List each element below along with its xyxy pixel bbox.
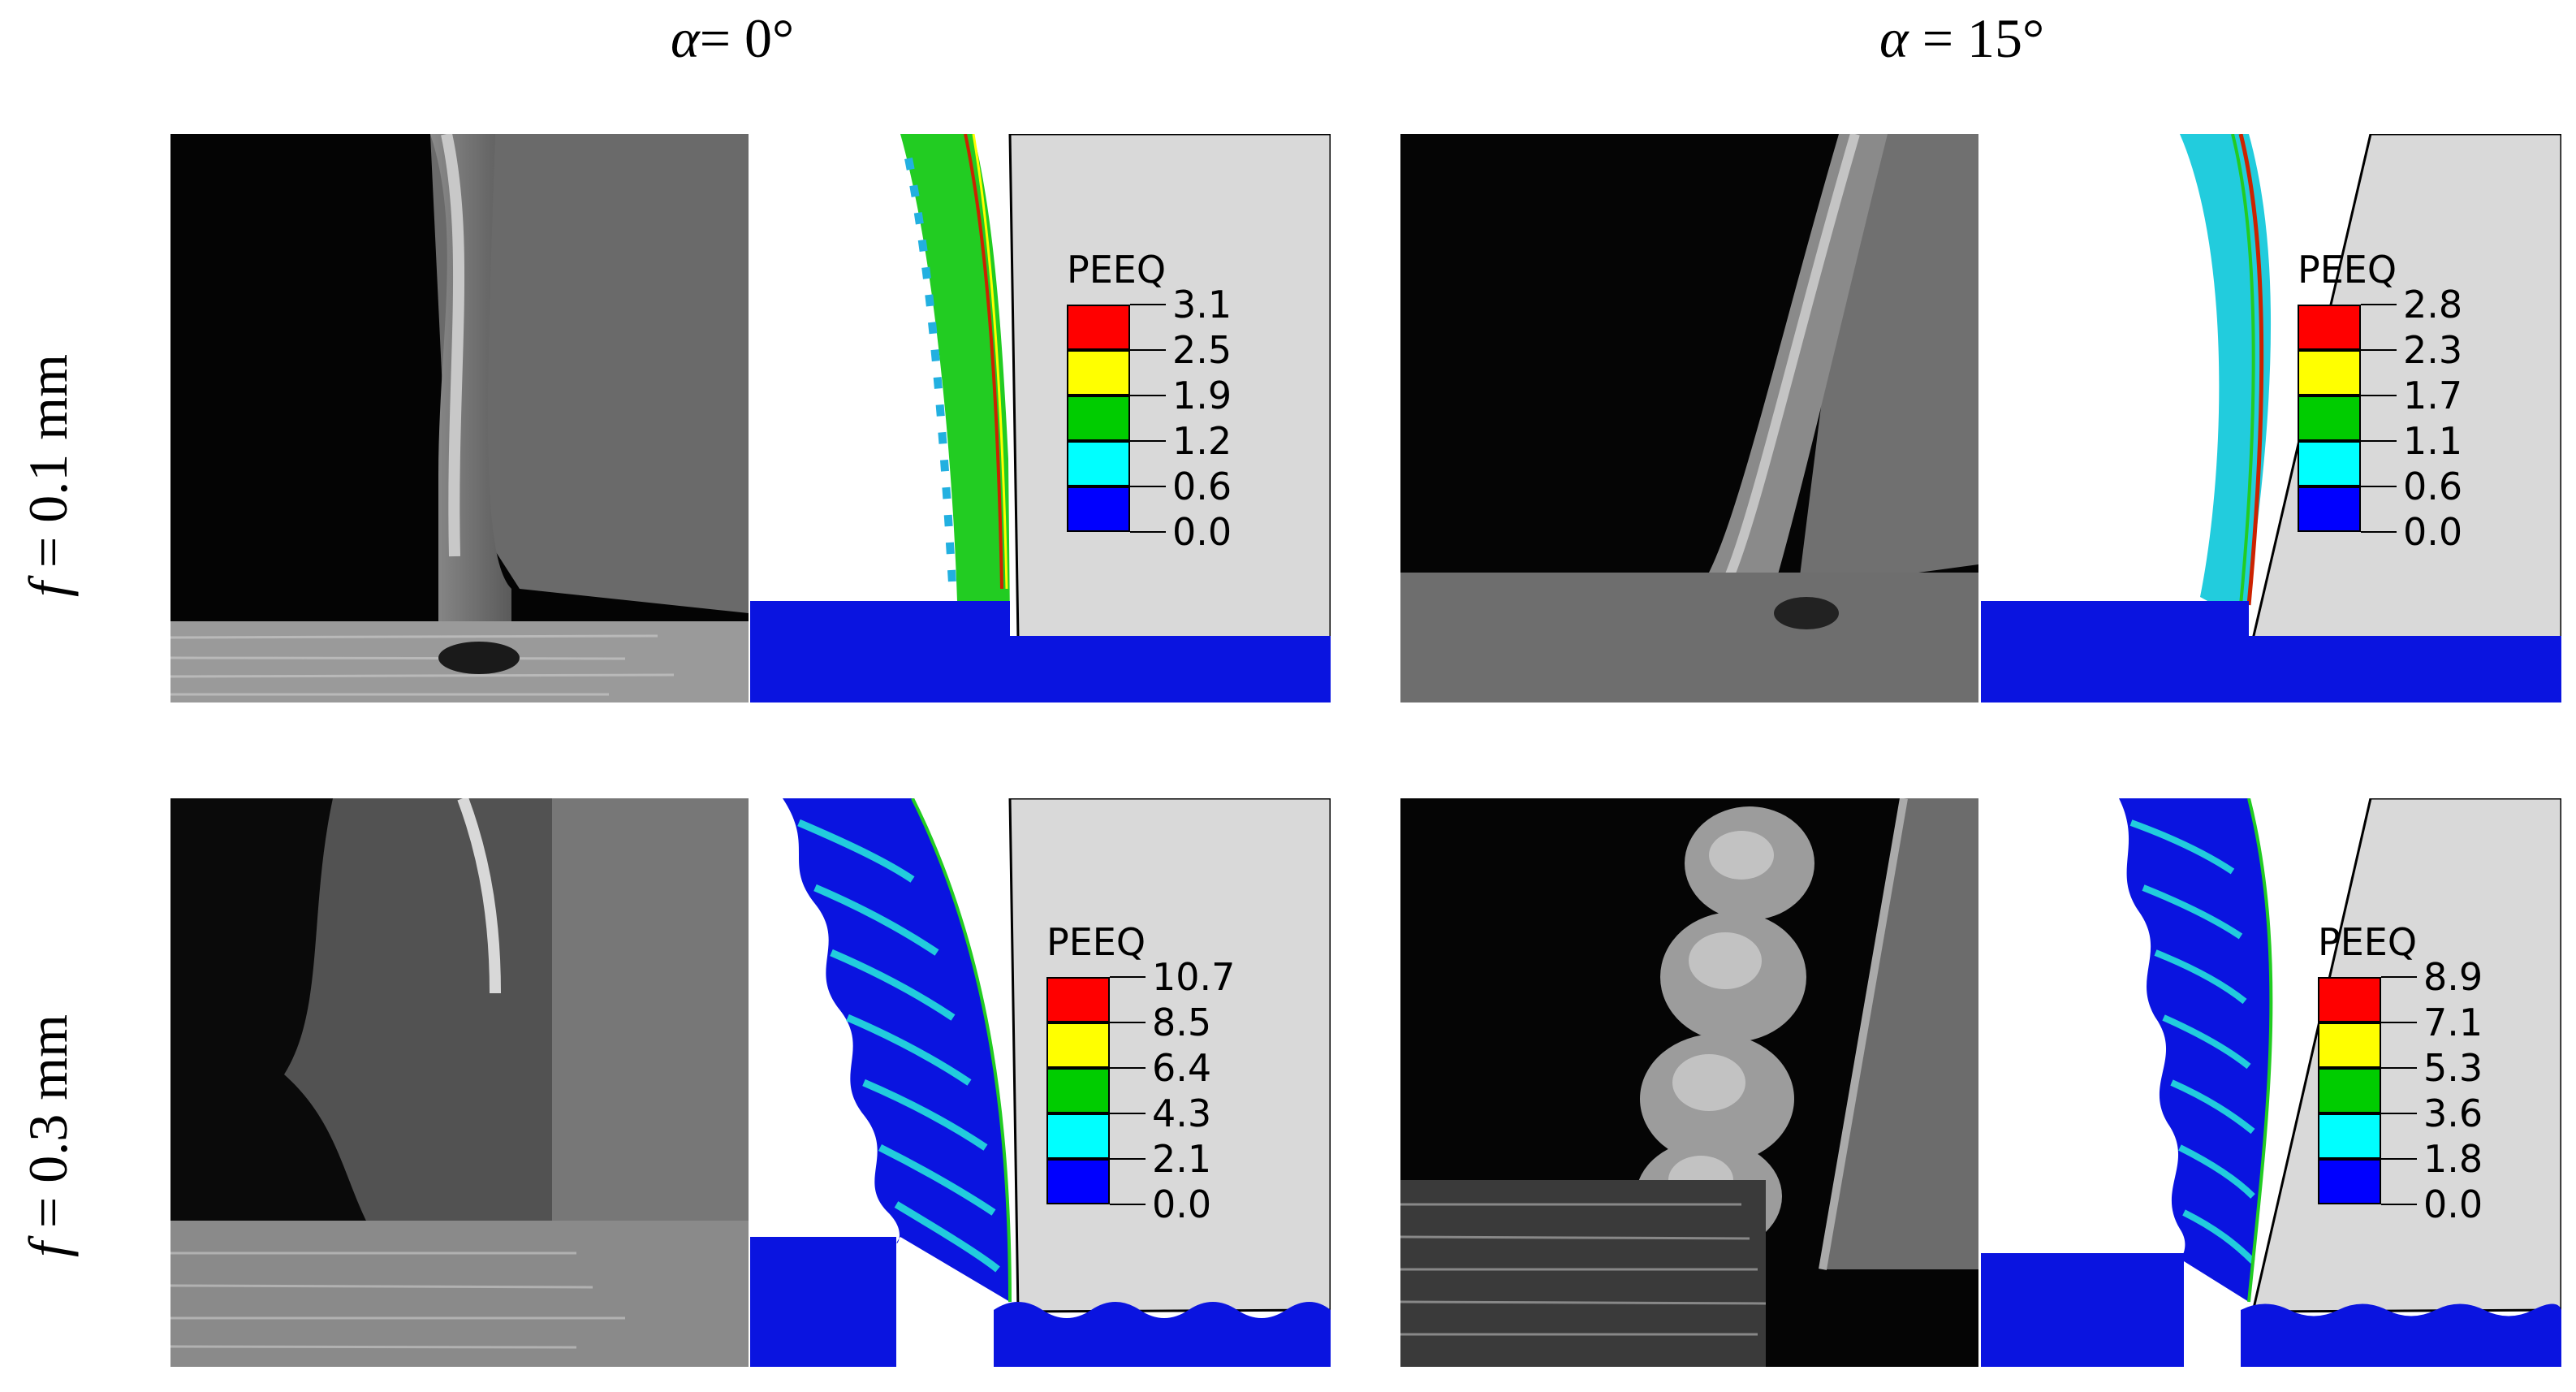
legend-value: 3.1 (1172, 283, 1232, 326)
legend-value: 1.7 (2403, 374, 2463, 417)
photo-alpha0-f0.1 (170, 134, 749, 702)
legend-color-box (2298, 441, 2361, 486)
legend-color-box (2298, 305, 2361, 350)
legend-color-box (2318, 1113, 2381, 1159)
legend-color-box (1046, 977, 1110, 1022)
photo-alpha15-f0.1 (1400, 134, 1978, 702)
legend-color-box (1046, 1159, 1110, 1204)
legend-value: 1.1 (2403, 419, 2463, 463)
legend-color-box (1067, 441, 1130, 486)
legend-color-box (2318, 977, 2381, 1022)
column-header-alpha-15: α = 15° (1879, 6, 2044, 71)
legend-value: 0.0 (2403, 510, 2463, 554)
legend-tick (1130, 531, 1166, 533)
row-header-f-0.3: f = 0.3 mm (16, 1014, 80, 1257)
legend-tick (1110, 1204, 1146, 1205)
simulation-alpha0-f0.1: PEEQ 3.1 2.5 1.9 1.2 0.6 0.0 (750, 134, 1331, 702)
legend-tick (2381, 1113, 2417, 1114)
legend-value: 5.3 (2423, 1046, 2483, 1090)
legend-value: 3.6 (2423, 1092, 2483, 1135)
legend-tick (2361, 440, 2397, 442)
alpha-symbol: α (671, 7, 700, 69)
simulation-alpha15-f0.1: PEEQ 2.8 2.3 1.7 1.1 0.6 0.0 (1981, 134, 2561, 702)
legend-color-box (1067, 305, 1130, 350)
legend-tick (2381, 1022, 2417, 1023)
legend-color-box (2318, 1022, 2381, 1068)
f-symbol: f (17, 1242, 79, 1257)
f-value: = 0.1 mm (17, 353, 79, 582)
legend-value: 8.5 (1152, 1001, 1212, 1044)
legend-tick (1110, 1113, 1146, 1114)
legend-tick (2361, 531, 2397, 533)
row-header-f-0.1: f = 0.1 mm (16, 354, 80, 597)
legend-tick (1110, 1158, 1146, 1160)
legend-color-box (2318, 1068, 2381, 1113)
f-symbol: f (17, 581, 79, 597)
legend-value: 0.6 (2403, 465, 2463, 508)
legend-color-box (2298, 350, 2361, 396)
column-header-alpha-0: α= 0° (671, 6, 794, 71)
legend-tick (1130, 486, 1166, 487)
legend-color-box (1067, 350, 1130, 396)
legend-tick (1130, 440, 1166, 442)
legend-tick (2381, 976, 2417, 978)
legend-value: 2.1 (1152, 1137, 1212, 1181)
legend-tick (2381, 1204, 2417, 1205)
legend-tick (1130, 304, 1166, 305)
legend-tick (2361, 304, 2397, 305)
legend-tick (2381, 1158, 2417, 1160)
legend-tick (1130, 395, 1166, 396)
legend-value: 1.2 (1172, 419, 1232, 463)
legend-tick (2381, 1067, 2417, 1069)
photo-alpha0-f0.3 (170, 798, 749, 1367)
f-value: = 0.3 mm (17, 1014, 79, 1243)
legend-tick (2361, 349, 2397, 351)
legend-value: 0.0 (1172, 510, 1232, 554)
legend-value: 0.6 (1172, 465, 1232, 508)
simulation-alpha0-f0.3: PEEQ 10.7 8.5 6.4 4.3 2.1 0.0 (750, 798, 1331, 1367)
legend-color-box (2318, 1159, 2381, 1204)
legend-value: 10.7 (1152, 955, 1236, 999)
legend-value: 0.0 (1152, 1182, 1212, 1226)
legend-color-box (1046, 1068, 1110, 1113)
legend-color-box (2298, 486, 2361, 532)
simulation-alpha15-f0.3: PEEQ 8.9 7.1 5.3 3.6 1.8 0.0 (1981, 798, 2561, 1367)
legend-color-box (1046, 1113, 1110, 1159)
legend-value: 4.3 (1152, 1092, 1212, 1135)
legend-value: 0.0 (2423, 1182, 2483, 1226)
legend-color-box (1067, 486, 1130, 532)
alpha-value: = 0° (699, 7, 795, 69)
photo-alpha15-f0.3 (1400, 798, 1978, 1367)
legend-value: 8.9 (2423, 955, 2483, 999)
legend-value: 1.9 (1172, 374, 1232, 417)
legend-value: 2.8 (2403, 283, 2463, 326)
legend-tick (1110, 1067, 1146, 1069)
legend-tick (1110, 976, 1146, 978)
legend-value: 7.1 (2423, 1001, 2483, 1044)
alpha-value: = 15° (1908, 7, 2045, 69)
legend-value: 6.4 (1152, 1046, 1212, 1090)
legend-value: 2.5 (1172, 328, 1232, 372)
legend-value: 1.8 (2423, 1137, 2483, 1181)
legend-tick (1130, 349, 1166, 351)
legend-title: PEEQ (2318, 920, 2418, 964)
legend-tick (2361, 486, 2397, 487)
legend-color-box (1067, 396, 1130, 441)
legend-title: PEEQ (1067, 248, 1167, 292)
legend-title: PEEQ (1046, 920, 1146, 964)
legend-tick (2361, 395, 2397, 396)
legend-value: 2.3 (2403, 328, 2463, 372)
legend-title: PEEQ (2298, 248, 2397, 292)
legend-color-box (1046, 1022, 1110, 1068)
legend-tick (1110, 1022, 1146, 1023)
alpha-symbol: α (1879, 7, 1909, 69)
legend-color-box (2298, 396, 2361, 441)
